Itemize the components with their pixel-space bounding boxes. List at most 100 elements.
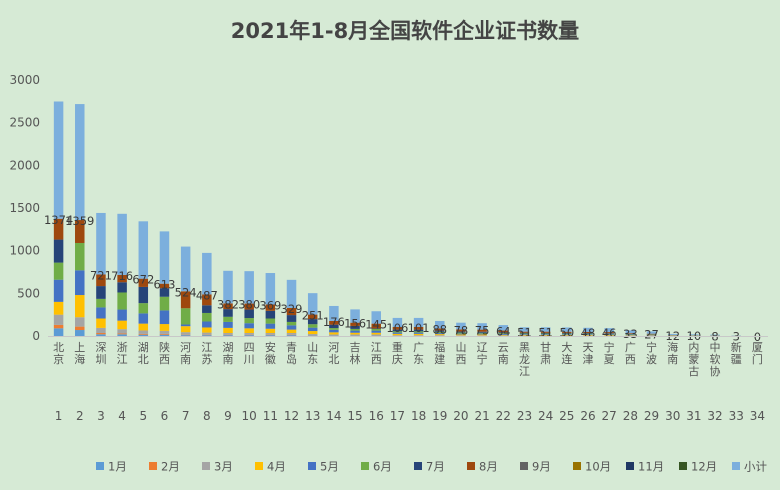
bar-segment: [96, 327, 106, 334]
bar-segment: [435, 331, 445, 334]
bar-segment: [540, 334, 551, 335]
x-tick-label: 江西: [371, 341, 382, 366]
bar-segment: [413, 326, 424, 330]
bar-segment: [202, 312, 212, 322]
x-index-label: 28: [623, 409, 638, 423]
y-tick-label: 1500: [9, 201, 40, 215]
legend-swatch: [467, 462, 475, 470]
bar-segment: [244, 271, 254, 304]
bar-segment: [223, 327, 233, 334]
bar-segment: [180, 246, 191, 292]
x-index-label: 10: [242, 409, 257, 423]
data-label: 12: [665, 329, 680, 343]
legend-swatch: [520, 462, 528, 470]
bar-segment: [371, 328, 381, 331]
bar-segment: [223, 316, 233, 322]
data-label: 33: [623, 327, 638, 341]
y-axis: 0 500 1000 1500 2000 2500 3000: [9, 73, 40, 343]
bar-segment: [180, 326, 191, 333]
bar-segment: [329, 320, 339, 325]
data-label: 101: [408, 321, 430, 335]
x-index-label: 6: [161, 409, 169, 423]
bar-segment: [689, 334, 699, 336]
bar-segment: [604, 328, 614, 333]
bar-segment: [562, 334, 572, 336]
bar-segment: [477, 329, 487, 332]
bar-segment: [286, 333, 297, 335]
bar-segment: [159, 324, 170, 331]
bar-segment: [180, 332, 191, 335]
bar-segment: [96, 286, 106, 299]
legend-swatch: [414, 462, 422, 470]
x-index-label: 20: [453, 409, 468, 423]
x-index-label: 14: [326, 409, 341, 423]
data-label: 251: [302, 309, 324, 323]
bar-segment: [667, 333, 678, 335]
bars: [53, 101, 741, 336]
bar-segment: [413, 331, 424, 333]
bar-segment: [265, 328, 276, 334]
data-label: 145: [365, 318, 387, 332]
x-index-label: 11: [263, 409, 278, 423]
data-label: 75: [475, 324, 490, 338]
data-label: 64: [496, 325, 511, 339]
bar-segment: [540, 334, 551, 336]
bar-segment: [53, 324, 64, 329]
bar-segment: [75, 326, 85, 331]
x-tick-label: 浙江: [117, 341, 128, 366]
y-tick-label: 2000: [9, 158, 40, 172]
bar-segment: [604, 334, 614, 335]
bar-segment: [223, 335, 233, 336]
bar-segment: [117, 309, 127, 321]
bar-segment: [117, 320, 127, 330]
x-tick-label: 湖北: [138, 341, 149, 366]
bar-segment: [223, 333, 233, 335]
x-tick-label: 陕西: [159, 340, 170, 366]
bar-segment: [477, 331, 487, 333]
bar-segment: [307, 314, 318, 320]
data-label: 176: [323, 315, 345, 329]
x-tick-label: 宁波: [646, 340, 657, 366]
data-label: 48: [581, 326, 596, 340]
bar-segment: [244, 335, 254, 336]
bar-segment: [625, 333, 636, 334]
bar-segment: [540, 327, 551, 332]
bar-segment: [286, 279, 297, 308]
bar-segment: [244, 309, 254, 319]
bar-segment: [265, 318, 276, 324]
bar-segment: [392, 331, 403, 333]
bar-segment: [244, 328, 254, 334]
bar-segment: [519, 334, 530, 336]
bar-segment: [159, 333, 170, 335]
bar-segment: [159, 310, 170, 325]
bar-segment: [583, 334, 593, 335]
bar-segment: [307, 327, 318, 332]
bar-segment: [435, 328, 445, 331]
bar-segment: [519, 327, 530, 332]
bar-segment: [244, 318, 254, 324]
bar-segment: [392, 326, 403, 330]
data-label: 46: [602, 326, 617, 340]
bar-segment: [329, 334, 339, 336]
bar-segment: [117, 274, 127, 283]
x-tick-label: 福建: [434, 340, 445, 366]
y-tick-label: 3000: [9, 73, 40, 87]
bar-segment: [265, 323, 276, 329]
legend-swatch: [202, 462, 210, 470]
x-tick-label: 广西: [625, 341, 636, 366]
x-index-label: 17: [390, 409, 405, 423]
x-tick-label: 厦门: [752, 341, 763, 366]
bar-segment: [646, 333, 657, 335]
bar-segment: [498, 330, 509, 333]
bar-segment: [117, 213, 127, 275]
bar-segment: [392, 333, 403, 336]
bar-segment: [329, 332, 339, 335]
bar-segment: [413, 317, 424, 327]
bar-segment: [477, 323, 487, 330]
x-tick-label: 上海: [74, 341, 85, 366]
bar-segment: [286, 321, 297, 326]
bar-segment: [138, 330, 149, 334]
bar-segment: [540, 332, 551, 334]
x-tick-label: 新疆: [731, 340, 742, 366]
bar-segment: [710, 334, 720, 336]
